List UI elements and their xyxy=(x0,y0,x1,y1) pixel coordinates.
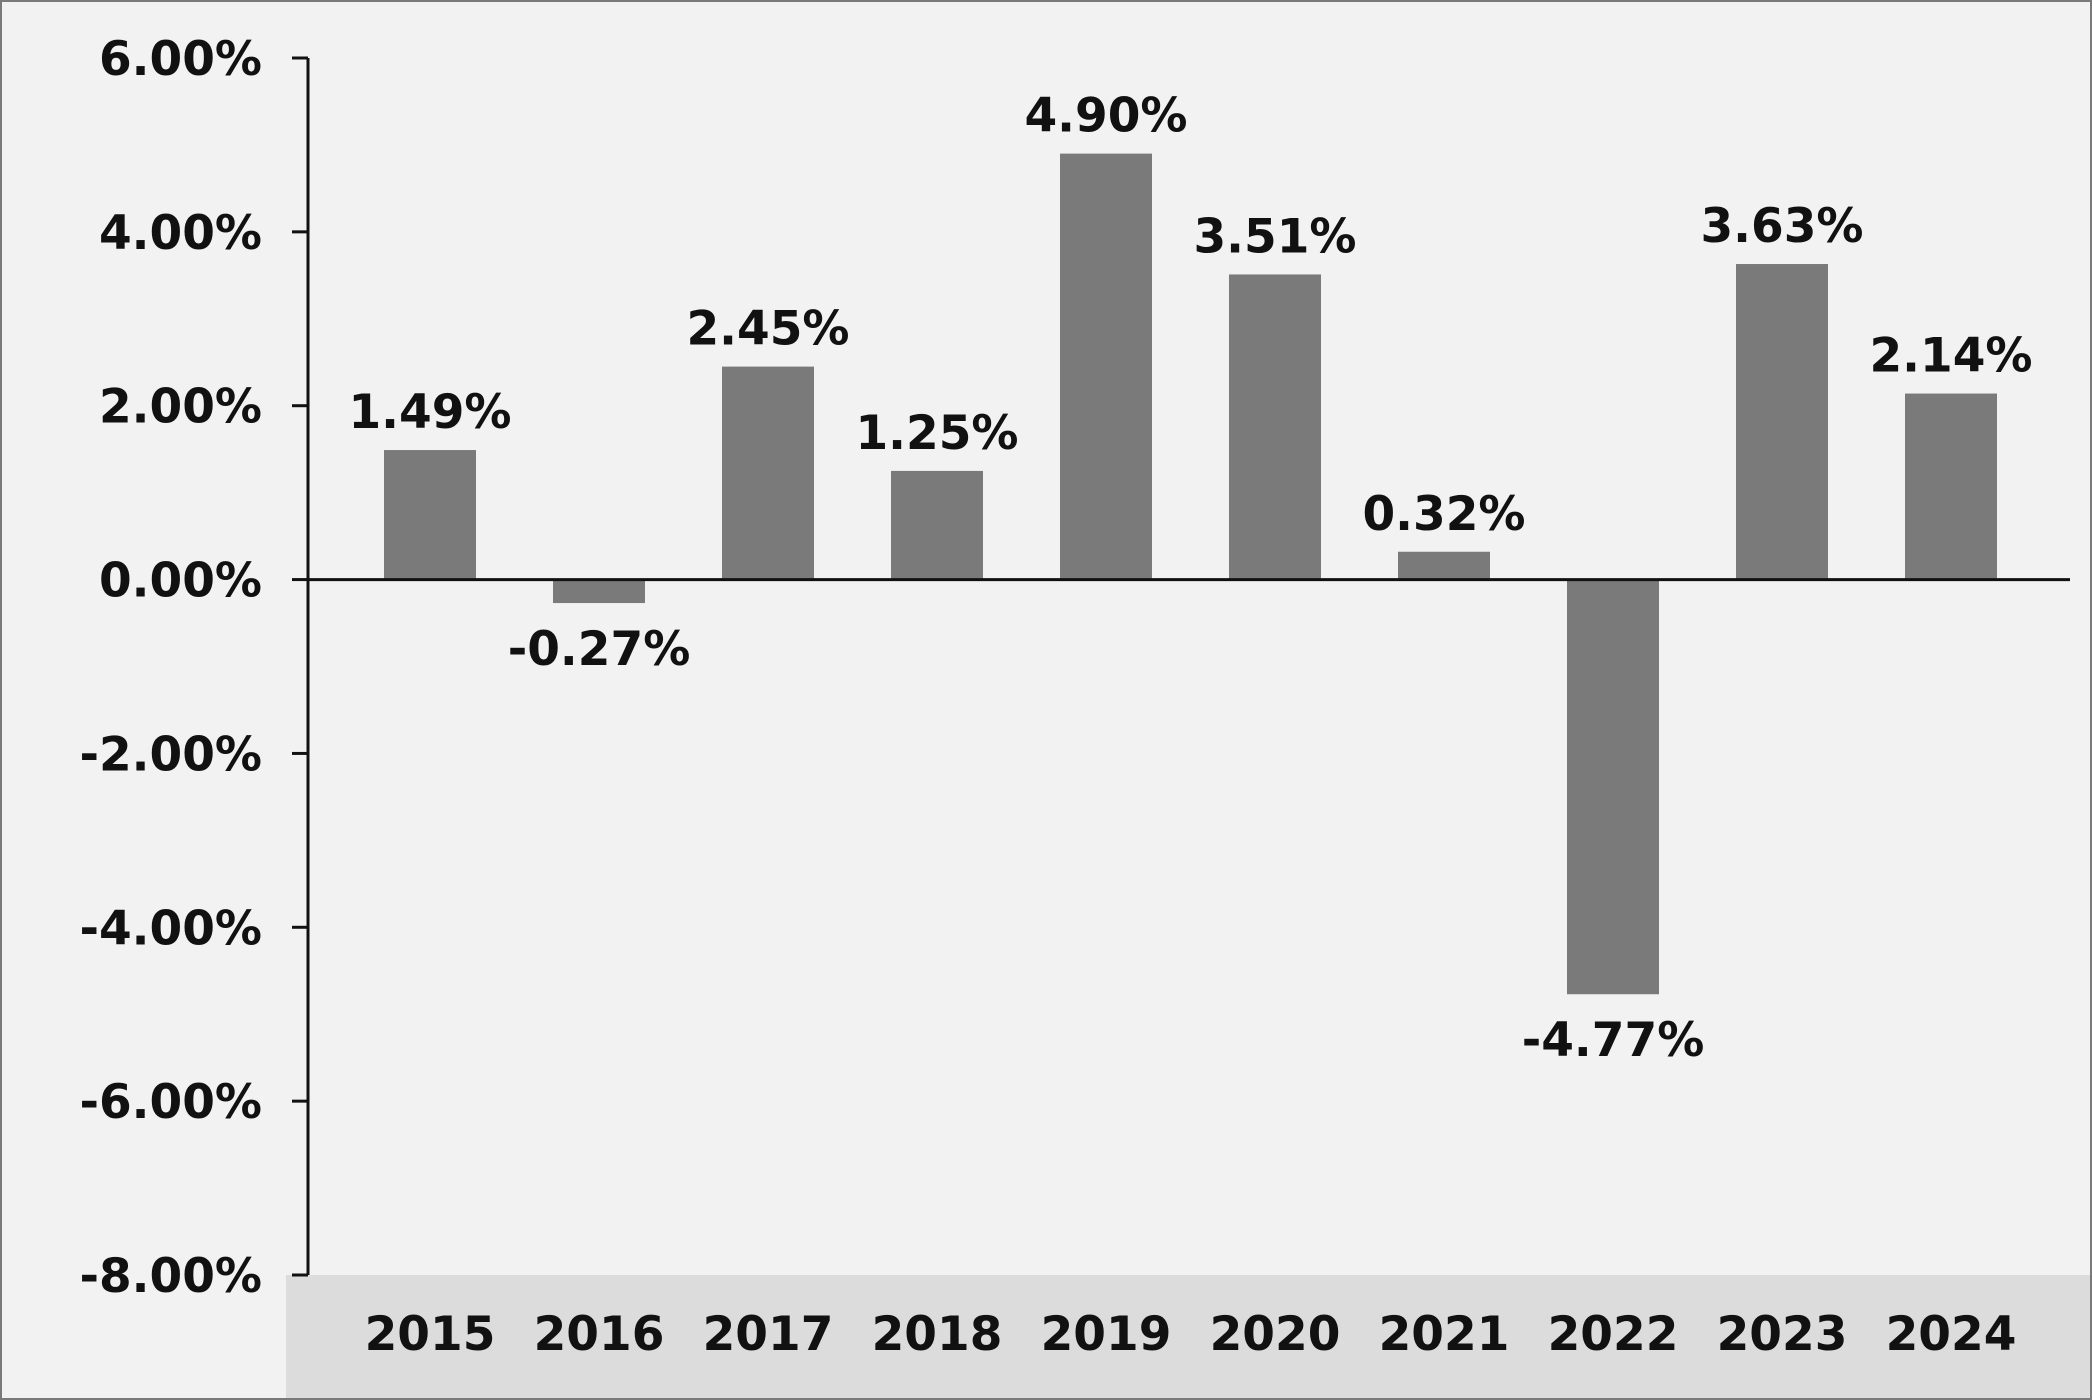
data-label-2016: -0.27% xyxy=(508,622,691,677)
y-axis: 6.00% 4.00% 2.00% 0.00% -2.00% -4.00% -6.00% -8… xyxy=(79,32,310,1304)
x-category-label: 2015 xyxy=(365,1307,496,1362)
data-label-2022: -4.77% xyxy=(1522,1013,1705,1068)
y-tick-label: -2.00% xyxy=(79,727,262,782)
bar-2020 xyxy=(1229,274,1321,580)
x-category-label: 2018 xyxy=(872,1307,1003,1362)
x-category-label: 2017 xyxy=(703,1307,834,1362)
x-category-label: 2020 xyxy=(1210,1307,1341,1362)
data-label-2019: 4.90% xyxy=(1024,89,1187,144)
y-tick-label: 4.00% xyxy=(99,206,262,261)
data-label-2015: 1.49% xyxy=(348,385,511,440)
x-category-label: 2019 xyxy=(1041,1307,1172,1362)
category-labels-group: 2015 2016 2017 2018 2019 2020 2021 2022 2023 2024 xyxy=(365,1307,2017,1362)
bar-2024 xyxy=(1905,393,1997,580)
data-label-2020: 3.51% xyxy=(1193,209,1356,264)
bar-2018 xyxy=(891,470,983,580)
bar-2021 xyxy=(1398,551,1490,580)
x-category-label: 2024 xyxy=(1886,1307,2017,1362)
y-tick-label: -6.00% xyxy=(79,1075,262,1130)
x-category-label: 2022 xyxy=(1548,1307,1679,1362)
x-category-label: 2021 xyxy=(1379,1307,1510,1362)
y-tick-label: -4.00% xyxy=(79,901,262,956)
bar-2019 xyxy=(1060,153,1152,580)
data-label-2024: 2.14% xyxy=(1869,329,2032,384)
bar-2015 xyxy=(384,450,476,580)
data-label-2018: 1.25% xyxy=(855,406,1018,461)
x-category-label: 2023 xyxy=(1717,1307,1848,1362)
y-tick-label: 2.00% xyxy=(99,380,262,435)
data-label-2021: 0.32% xyxy=(1362,487,1525,542)
data-label-2017: 2.45% xyxy=(686,302,849,357)
bar-2016 xyxy=(553,579,645,604)
bar-2022 xyxy=(1567,579,1659,995)
data-label-2023: 3.63% xyxy=(1700,199,1863,254)
category-band xyxy=(286,1275,2090,1398)
x-category-label: 2016 xyxy=(534,1307,665,1362)
bars-group xyxy=(384,153,1997,995)
y-tick-label: 6.00% xyxy=(99,32,262,87)
data-labels-group: 1.49% -0.27% 2.45%1.25% 4.90% 3.51% 0.32% -4.7… xyxy=(348,89,2032,1069)
bar-2023 xyxy=(1736,264,1828,580)
y-tick-label: 0.00% xyxy=(99,554,262,609)
y-tick-label: -8.00% xyxy=(79,1249,262,1304)
bar-2017 xyxy=(722,366,814,580)
